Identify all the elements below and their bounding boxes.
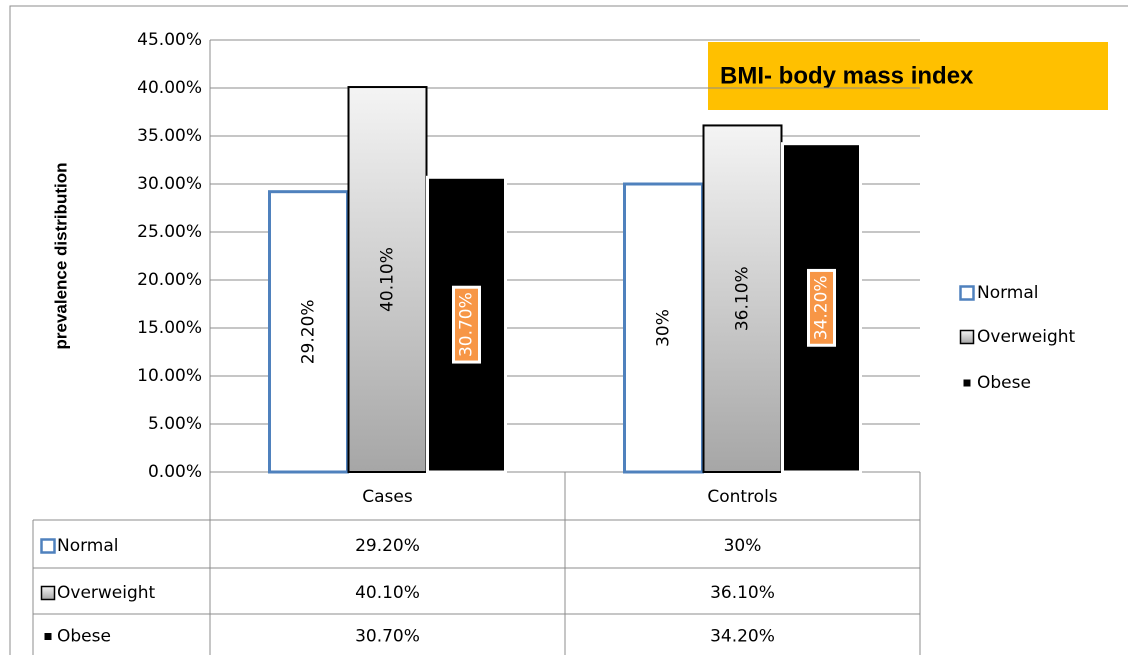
table-cell: 29.20% — [355, 536, 420, 556]
legend-marker — [962, 378, 972, 388]
data-label: 36.10% — [733, 266, 753, 331]
y-tick-label: 30.00% — [137, 174, 202, 194]
title-box — [708, 42, 1108, 110]
legend-marker — [43, 632, 53, 641]
y-tick-label: 10.00% — [137, 366, 202, 386]
table-cell: 30% — [724, 536, 762, 556]
y-axis-label: prevalence distribution — [51, 162, 70, 349]
bar — [702, 124, 783, 473]
legend-marker — [40, 585, 56, 601]
data-label: 29.20% — [299, 299, 319, 364]
y-tick-label: 0.00% — [148, 462, 202, 482]
x-tick-label: Controls — [707, 487, 777, 507]
table-cell: 36.10% — [710, 583, 775, 603]
legend-label: Obese — [977, 373, 1031, 393]
legend-marker — [959, 329, 975, 345]
legend-label: Overweight — [977, 327, 1076, 347]
legend-label: Normal — [977, 283, 1039, 303]
table-cell: 40.10% — [355, 583, 420, 603]
table-row-label: Normal — [57, 536, 119, 556]
y-tick-label: 25.00% — [137, 222, 202, 242]
chart-title: BMI- body mass index — [720, 62, 974, 89]
y-tick-label: 40.00% — [137, 78, 202, 98]
y-tick-label: 15.00% — [137, 318, 202, 338]
data-label-box — [452, 285, 481, 364]
table-cell: 30.70% — [355, 627, 420, 647]
chart-frame — [9, 5, 1128, 655]
data-label: 34.20% — [812, 275, 832, 340]
legend-marker — [959, 285, 975, 301]
legend-marker — [40, 538, 56, 554]
bar — [623, 182, 704, 474]
table-cell: 34.20% — [710, 627, 775, 647]
data-label-box — [807, 268, 836, 347]
data-label: 30.70% — [457, 292, 477, 357]
table-row-label: Obese — [57, 627, 111, 647]
table-row-label: Overweight — [57, 583, 156, 603]
bar — [781, 142, 862, 474]
data-label: 40.10% — [378, 247, 398, 312]
x-tick-label: Cases — [362, 487, 413, 507]
y-tick-label: 20.00% — [137, 270, 202, 290]
y-tick-label: 45.00% — [137, 30, 202, 50]
y-tick-label: 5.00% — [148, 414, 202, 434]
y-tick-label: 35.00% — [137, 126, 202, 146]
data-label: 30% — [654, 309, 674, 347]
